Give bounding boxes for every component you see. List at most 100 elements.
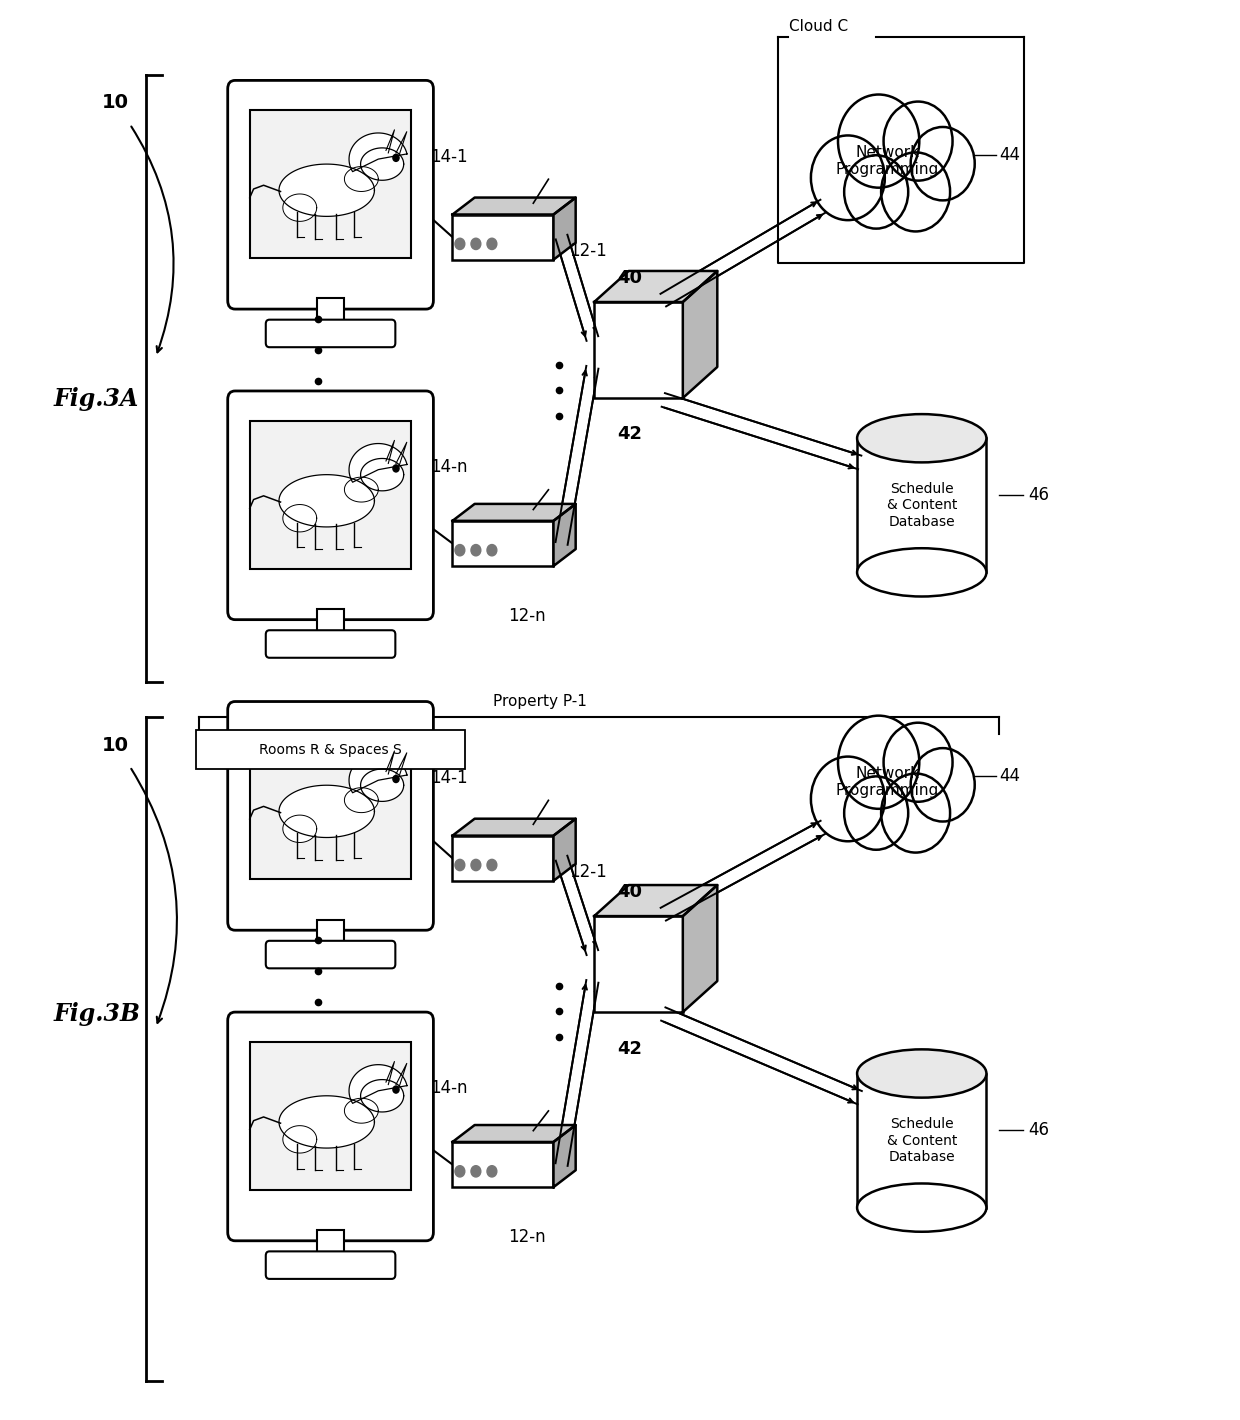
- Circle shape: [471, 544, 481, 555]
- Circle shape: [882, 774, 950, 852]
- Polygon shape: [453, 197, 575, 214]
- Circle shape: [811, 135, 885, 220]
- FancyBboxPatch shape: [265, 320, 396, 348]
- Circle shape: [471, 1166, 481, 1177]
- Polygon shape: [283, 1126, 316, 1153]
- Polygon shape: [361, 148, 404, 180]
- Circle shape: [393, 464, 399, 471]
- Polygon shape: [345, 1098, 378, 1123]
- Circle shape: [882, 152, 950, 231]
- Polygon shape: [345, 477, 378, 503]
- Polygon shape: [279, 474, 374, 527]
- Text: 12-n: 12-n: [508, 1228, 546, 1245]
- Polygon shape: [453, 504, 575, 521]
- Bar: [594, 916, 683, 1012]
- Bar: [317, 609, 343, 639]
- Text: Property P-1: Property P-1: [494, 693, 587, 709]
- Text: 14-1: 14-1: [430, 148, 467, 166]
- Bar: [858, 1051, 986, 1075]
- Text: 14-n: 14-n: [430, 1079, 467, 1098]
- Bar: [250, 1042, 410, 1190]
- Bar: [857, 1074, 987, 1207]
- Bar: [453, 1142, 553, 1187]
- Circle shape: [838, 95, 919, 187]
- Polygon shape: [345, 788, 378, 812]
- Text: 14-1: 14-1: [430, 768, 467, 787]
- Circle shape: [487, 239, 497, 250]
- Bar: [317, 920, 343, 950]
- Polygon shape: [361, 459, 404, 491]
- Bar: [453, 214, 553, 260]
- Text: 42: 42: [618, 1039, 642, 1058]
- FancyBboxPatch shape: [228, 701, 434, 930]
- Text: 44: 44: [999, 146, 1021, 165]
- Bar: [250, 109, 410, 258]
- Polygon shape: [453, 1125, 575, 1142]
- Text: Schedule
& Content
Database: Schedule & Content Database: [887, 483, 957, 528]
- Circle shape: [487, 544, 497, 555]
- Polygon shape: [453, 819, 575, 835]
- Circle shape: [393, 155, 399, 162]
- Polygon shape: [279, 1096, 374, 1149]
- Polygon shape: [361, 1079, 404, 1112]
- Text: 44: 44: [999, 767, 1021, 785]
- Polygon shape: [683, 885, 717, 1012]
- Text: Network
Programming: Network Programming: [836, 765, 939, 798]
- Circle shape: [455, 1166, 465, 1177]
- Circle shape: [393, 1086, 399, 1093]
- Polygon shape: [553, 819, 575, 880]
- Text: 12-n: 12-n: [508, 606, 546, 625]
- Bar: [250, 420, 410, 569]
- Ellipse shape: [857, 1183, 987, 1231]
- Text: 40: 40: [618, 268, 642, 287]
- Text: 42: 42: [618, 426, 642, 443]
- Bar: [317, 298, 343, 328]
- Polygon shape: [283, 815, 316, 842]
- FancyBboxPatch shape: [228, 1012, 434, 1241]
- Bar: [594, 302, 683, 398]
- FancyBboxPatch shape: [265, 630, 396, 657]
- Text: Fig.3B: Fig.3B: [53, 1001, 140, 1025]
- Bar: [453, 835, 553, 880]
- Circle shape: [487, 1166, 497, 1177]
- Text: 12-1: 12-1: [569, 241, 606, 260]
- Circle shape: [487, 859, 497, 870]
- Polygon shape: [348, 443, 407, 483]
- Text: 14-n: 14-n: [430, 459, 467, 476]
- Circle shape: [844, 777, 908, 849]
- Bar: [857, 439, 987, 572]
- Polygon shape: [594, 885, 717, 916]
- Polygon shape: [683, 271, 717, 398]
- Circle shape: [393, 775, 399, 782]
- Polygon shape: [283, 195, 316, 222]
- Circle shape: [455, 239, 465, 250]
- Polygon shape: [348, 1065, 407, 1103]
- FancyBboxPatch shape: [265, 1251, 396, 1279]
- Polygon shape: [279, 165, 374, 216]
- Circle shape: [910, 748, 975, 822]
- Text: 40: 40: [618, 883, 642, 902]
- Polygon shape: [553, 197, 575, 260]
- Circle shape: [884, 723, 952, 802]
- Bar: [317, 1230, 343, 1260]
- Polygon shape: [283, 504, 316, 532]
- Text: Schedule
& Content
Database: Schedule & Content Database: [887, 1118, 957, 1164]
- Polygon shape: [279, 785, 374, 838]
- Circle shape: [471, 239, 481, 250]
- Text: Network
Programming: Network Programming: [836, 145, 939, 178]
- Ellipse shape: [857, 548, 987, 596]
- Polygon shape: [594, 271, 717, 302]
- Polygon shape: [553, 1125, 575, 1187]
- FancyBboxPatch shape: [196, 730, 465, 770]
- Circle shape: [471, 859, 481, 870]
- Text: 10: 10: [102, 736, 129, 755]
- Text: 12-1: 12-1: [569, 863, 606, 880]
- Polygon shape: [345, 166, 378, 192]
- Bar: [453, 521, 553, 567]
- FancyBboxPatch shape: [228, 391, 434, 619]
- Circle shape: [455, 544, 465, 555]
- Text: 46: 46: [1028, 486, 1049, 504]
- Ellipse shape: [857, 415, 987, 463]
- Text: 10: 10: [102, 94, 129, 112]
- Polygon shape: [361, 770, 404, 801]
